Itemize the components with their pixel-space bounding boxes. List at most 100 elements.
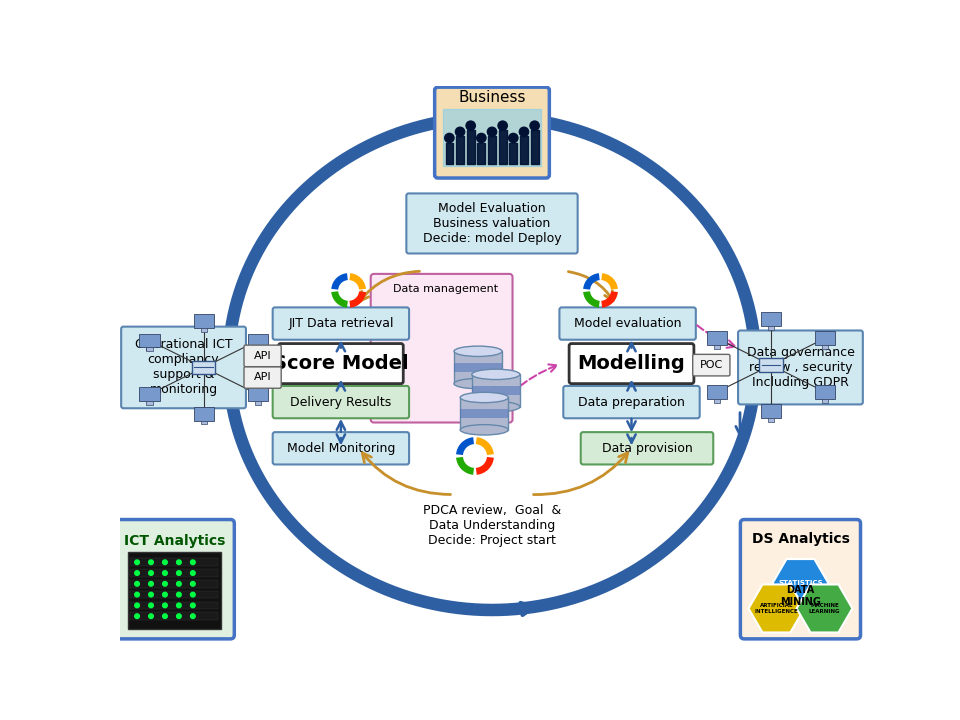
Text: Data governance
review , security
Including GDPR: Data governance review , security Includ… bbox=[747, 346, 854, 389]
Circle shape bbox=[509, 133, 518, 143]
Bar bbox=[201, 420, 206, 424]
Circle shape bbox=[134, 614, 139, 618]
Bar bbox=[454, 363, 502, 372]
Text: Operational ICT
compliancy
support &
monitoring: Operational ICT compliancy support & mon… bbox=[134, 338, 232, 397]
Circle shape bbox=[162, 614, 167, 618]
Bar bbox=[139, 333, 159, 348]
Text: API: API bbox=[253, 372, 272, 382]
FancyBboxPatch shape bbox=[560, 307, 696, 340]
Bar bbox=[460, 397, 508, 430]
Circle shape bbox=[444, 133, 454, 143]
Ellipse shape bbox=[472, 402, 520, 412]
Bar bbox=[130, 580, 219, 588]
Circle shape bbox=[177, 582, 181, 586]
Circle shape bbox=[162, 571, 167, 575]
Bar bbox=[707, 385, 727, 399]
Bar bbox=[759, 359, 782, 372]
Text: Model Evaluation
Business valuation
Decide: model Deploy: Model Evaluation Business valuation Deci… bbox=[422, 202, 562, 245]
Text: Delivery Results: Delivery Results bbox=[290, 395, 392, 408]
FancyBboxPatch shape bbox=[273, 432, 409, 464]
Bar bbox=[815, 385, 835, 399]
Circle shape bbox=[149, 582, 154, 586]
Bar bbox=[128, 552, 221, 629]
Bar bbox=[130, 612, 219, 620]
FancyBboxPatch shape bbox=[564, 386, 700, 418]
Bar bbox=[707, 331, 727, 345]
Bar bbox=[130, 590, 219, 598]
Circle shape bbox=[190, 571, 195, 575]
Text: PDCA review,  Goal  &
Data Understanding
Decide: Project start: PDCA review, Goal & Data Understanding D… bbox=[422, 504, 562, 546]
Bar bbox=[139, 387, 159, 401]
Bar bbox=[130, 559, 219, 566]
Text: Modelling: Modelling bbox=[578, 354, 685, 373]
Text: MACHINE
LEARNING: MACHINE LEARNING bbox=[808, 603, 840, 614]
Circle shape bbox=[177, 560, 181, 564]
FancyBboxPatch shape bbox=[278, 343, 403, 384]
Bar bbox=[713, 399, 720, 403]
Text: POC: POC bbox=[700, 360, 723, 370]
Bar bbox=[761, 405, 781, 418]
Bar bbox=[761, 312, 781, 326]
Circle shape bbox=[149, 614, 154, 618]
Circle shape bbox=[162, 603, 167, 608]
Circle shape bbox=[190, 593, 195, 597]
Text: Data provision: Data provision bbox=[602, 442, 692, 455]
Circle shape bbox=[162, 582, 167, 586]
Text: Data management: Data management bbox=[393, 284, 498, 294]
Text: Data preparation: Data preparation bbox=[578, 395, 684, 408]
Circle shape bbox=[530, 121, 540, 130]
Text: DS Analytics: DS Analytics bbox=[752, 532, 850, 546]
Circle shape bbox=[134, 560, 139, 564]
Ellipse shape bbox=[460, 392, 508, 402]
Text: ICT Analytics: ICT Analytics bbox=[124, 534, 225, 548]
Text: ARTIFICIAL
INTELLIGENCE: ARTIFICIAL INTELLIGENCE bbox=[755, 603, 799, 614]
Bar bbox=[248, 333, 268, 348]
FancyBboxPatch shape bbox=[435, 87, 549, 178]
Bar bbox=[472, 374, 520, 407]
Bar bbox=[768, 326, 774, 330]
FancyBboxPatch shape bbox=[244, 366, 281, 388]
Circle shape bbox=[149, 593, 154, 597]
Ellipse shape bbox=[472, 369, 520, 379]
Text: JIT Data retrieval: JIT Data retrieval bbox=[288, 317, 394, 330]
FancyBboxPatch shape bbox=[121, 327, 246, 408]
Circle shape bbox=[177, 593, 181, 597]
Bar bbox=[822, 345, 828, 349]
Circle shape bbox=[190, 614, 195, 618]
Bar bbox=[192, 361, 215, 374]
FancyBboxPatch shape bbox=[581, 432, 713, 464]
Circle shape bbox=[149, 571, 154, 575]
Circle shape bbox=[149, 560, 154, 564]
FancyBboxPatch shape bbox=[244, 345, 281, 366]
Bar bbox=[130, 570, 219, 577]
Text: DATA
MINING: DATA MINING bbox=[780, 585, 821, 607]
Circle shape bbox=[162, 593, 167, 597]
Bar bbox=[815, 331, 835, 345]
Circle shape bbox=[149, 603, 154, 608]
Bar bbox=[460, 409, 508, 418]
Circle shape bbox=[477, 133, 486, 143]
Bar bbox=[254, 348, 261, 351]
Bar bbox=[454, 351, 502, 384]
Circle shape bbox=[162, 560, 167, 564]
Text: API: API bbox=[253, 351, 272, 361]
Ellipse shape bbox=[460, 425, 508, 435]
Bar bbox=[472, 386, 520, 395]
Text: Model Monitoring: Model Monitoring bbox=[287, 442, 396, 455]
Ellipse shape bbox=[454, 346, 502, 356]
Bar bbox=[146, 348, 153, 351]
Circle shape bbox=[177, 614, 181, 618]
Bar bbox=[201, 328, 206, 332]
Text: Business: Business bbox=[458, 91, 526, 105]
Circle shape bbox=[177, 571, 181, 575]
Circle shape bbox=[498, 121, 507, 130]
Circle shape bbox=[190, 560, 195, 564]
Circle shape bbox=[190, 582, 195, 586]
Ellipse shape bbox=[454, 379, 502, 389]
FancyBboxPatch shape bbox=[740, 520, 860, 639]
Circle shape bbox=[134, 571, 139, 575]
FancyBboxPatch shape bbox=[693, 354, 730, 376]
FancyBboxPatch shape bbox=[114, 520, 234, 639]
Circle shape bbox=[190, 603, 195, 608]
Circle shape bbox=[177, 603, 181, 608]
